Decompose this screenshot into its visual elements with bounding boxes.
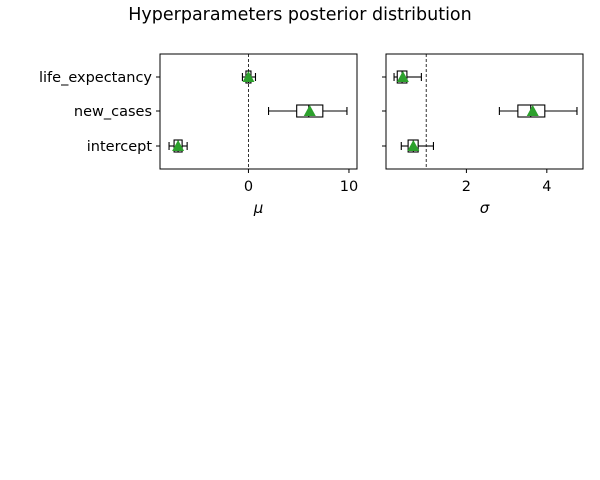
- xtick-label: 2: [462, 179, 471, 195]
- category-label: intercept: [87, 139, 153, 155]
- mean-marker: [396, 71, 409, 82]
- box-sigma-intercept: [400, 139, 434, 153]
- xtick-label: 0: [244, 179, 253, 195]
- figure-title: Hyperparameters posterior distribution: [128, 5, 471, 25]
- mean-marker: [526, 105, 539, 116]
- chart-panels: life_expectancy new_cases intercept 0 10 μ 2 4 σ: [39, 53, 584, 217]
- mean-marker: [172, 140, 185, 151]
- box-sigma-new_cases: [498, 104, 578, 118]
- mean-marker: [242, 71, 255, 82]
- box-mu-intercept: [168, 139, 188, 153]
- box-mu-life_expectancy: [241, 70, 257, 84]
- box-mu-new_cases: [268, 104, 348, 118]
- category-label: life_expectancy: [39, 70, 152, 86]
- box-sigma-life_expectancy: [393, 70, 422, 84]
- xtick-label: 10: [340, 179, 358, 195]
- x-axis-label: μ: [253, 199, 264, 217]
- mean-marker: [303, 105, 316, 116]
- x-axis-label: σ: [480, 199, 490, 217]
- category-label: new_cases: [74, 104, 152, 120]
- panel-sigma: 2 4 σ: [382, 53, 584, 217]
- panel-mu: life_expectancy new_cases intercept 0 10 μ: [39, 53, 358, 217]
- xtick-label: 4: [542, 179, 551, 195]
- mean-marker: [407, 140, 420, 151]
